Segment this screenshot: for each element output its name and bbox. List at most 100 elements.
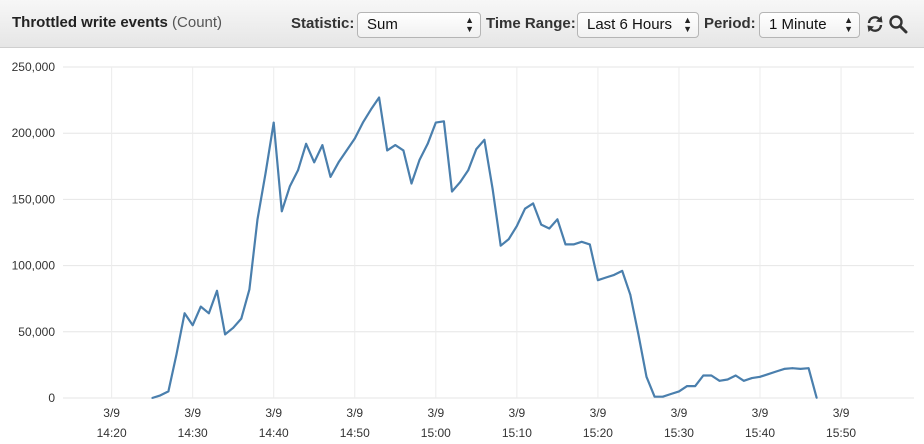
data-point — [264, 172, 267, 174]
data-point — [329, 175, 332, 178]
data-point — [451, 190, 453, 193]
data-point — [345, 149, 348, 152]
data-point — [475, 148, 478, 150]
data-point — [370, 108, 372, 111]
x-tick-time: 14:20 — [97, 426, 127, 440]
y-tick-label: 200,000 — [12, 126, 56, 140]
data-point — [418, 158, 421, 161]
data-point — [240, 317, 243, 320]
x-tick-date: 3/9 — [590, 406, 607, 420]
data-point — [499, 244, 502, 247]
data-point — [791, 367, 794, 370]
data-point — [191, 324, 194, 327]
time-range-value: Last 6 Hours — [587, 16, 673, 33]
data-point — [459, 181, 462, 184]
data-point — [588, 243, 591, 246]
data-point — [751, 377, 753, 380]
y-axis: 0 50,000 100,000 150,000 200,000 250,000 — [12, 60, 56, 405]
data-point — [386, 149, 389, 152]
data-point — [653, 395, 656, 398]
x-tick-date: 3/9 — [184, 406, 201, 420]
data-point — [694, 385, 697, 387]
data-point — [815, 397, 818, 399]
x-tick-date: 3/9 — [671, 406, 688, 420]
data-point — [207, 312, 210, 315]
data-point — [637, 333, 640, 336]
data-point — [734, 374, 737, 377]
data-point — [783, 367, 786, 370]
data-point — [289, 185, 291, 188]
statistic-label: Statistic: — [291, 15, 355, 32]
data-point — [183, 312, 186, 315]
x-tick-date: 3/9 — [752, 406, 769, 420]
period-select[interactable]: 1 Minute ▲ ▼ — [759, 12, 860, 38]
period-value: 1 Minute — [769, 16, 827, 33]
data-point — [532, 202, 534, 205]
data-point — [759, 375, 761, 378]
statistic-select[interactable]: Sum ▲ ▼ — [357, 12, 481, 38]
data-point — [394, 144, 397, 147]
line-chart: 0 50,000 100,000 150,000 200,000 250,000 3/9 1… — [12, 60, 914, 440]
select-arrows-icon: ▲ ▼ — [844, 15, 853, 34]
data-point — [353, 137, 356, 140]
data-point — [548, 227, 551, 230]
data-point — [256, 218, 259, 221]
data-point — [272, 121, 275, 124]
data-point — [742, 379, 745, 382]
x-tick-time: 15:20 — [583, 426, 613, 440]
x-axis: 3/9 14:20 3/9 14:30 3/9 14:40 3/9 14:50 3/9 15:00… — [97, 406, 857, 440]
y-tick-label: 0 — [48, 391, 55, 405]
data-point — [678, 390, 680, 393]
data-point — [491, 187, 494, 190]
refresh-icon[interactable] — [864, 12, 886, 36]
x-tick-time: 15:10 — [502, 426, 532, 440]
data-point — [524, 207, 526, 210]
series-line — [151, 96, 818, 400]
data-point — [321, 144, 324, 147]
data-point — [216, 289, 218, 292]
data-point — [248, 288, 251, 291]
data-point — [726, 378, 729, 381]
data-point — [605, 276, 607, 279]
data-point — [507, 238, 510, 241]
x-tick-date: 3/9 — [265, 406, 282, 420]
data-point — [629, 293, 632, 296]
period-label: Period: — [704, 15, 756, 32]
data-point — [702, 374, 705, 377]
grid — [63, 66, 914, 399]
x-tick-date: 3/9 — [427, 406, 444, 420]
data-point — [807, 367, 810, 370]
data-point — [175, 353, 178, 356]
magnifier-icon[interactable] — [887, 12, 909, 36]
x-tick-date: 3/9 — [103, 406, 120, 420]
x-tick-date: 3/9 — [509, 406, 526, 420]
data-point — [232, 326, 235, 329]
data-point — [556, 218, 559, 221]
data-point — [572, 243, 575, 246]
data-point — [467, 169, 470, 172]
time-range-select[interactable]: Last 6 Hours ▲ ▼ — [577, 12, 699, 38]
x-tick-time: 15:50 — [826, 426, 856, 440]
data-point — [515, 224, 518, 227]
data-point — [151, 397, 154, 399]
data-point — [361, 121, 364, 124]
data-point — [434, 121, 437, 124]
data-point — [710, 374, 713, 377]
y-tick-label: 150,000 — [12, 192, 56, 206]
data-point — [597, 279, 599, 282]
x-tick-time: 14:30 — [178, 426, 208, 440]
data-point — [799, 367, 802, 370]
data-point — [718, 379, 721, 382]
data-point — [297, 169, 299, 172]
metric-unit: (Count) — [172, 14, 223, 31]
chart-title: Throttled write events (Count) — [12, 14, 222, 31]
select-arrows-icon: ▲ ▼ — [683, 15, 692, 34]
data-point — [564, 243, 567, 246]
select-arrows-icon: ▲ ▼ — [465, 15, 474, 34]
data-point — [167, 390, 170, 393]
x-tick-date: 3/9 — [833, 406, 850, 420]
data-point — [443, 120, 445, 123]
y-tick-label: 100,000 — [12, 259, 56, 273]
series — [151, 96, 818, 400]
y-tick-label: 50,000 — [18, 325, 55, 339]
